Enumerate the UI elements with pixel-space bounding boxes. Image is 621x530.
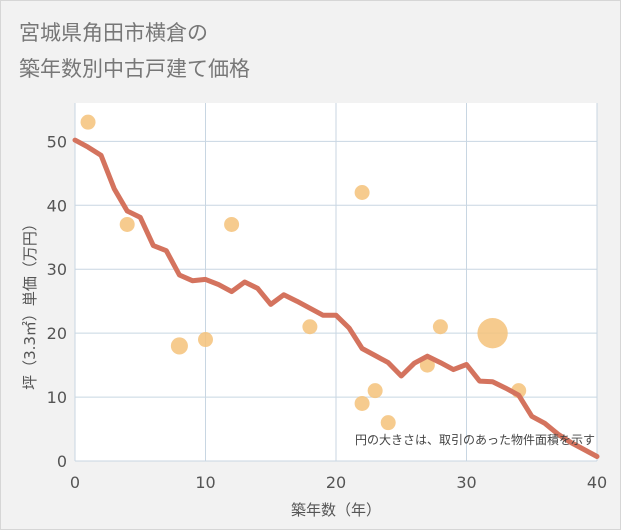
data-point-10: [419, 357, 435, 373]
x-axis-ticks: 0 10 20 30 40: [70, 473, 607, 492]
y-tick-label-5: 50: [47, 132, 67, 151]
chart-title-line-2: 築年数別中古戸建て価格: [19, 57, 250, 81]
y-axis-label: 坪（3.3㎡）単価（万円）: [21, 216, 39, 390]
data-point-8: [367, 383, 383, 399]
data-point-11: [432, 319, 448, 335]
y-tick-label-4: 40: [47, 196, 67, 215]
chart-title-line-1: 宮城県角田市横倉の: [19, 21, 208, 45]
data-point-5: [302, 319, 318, 335]
chart-title: 宮城県角田市横倉の 築年数別中古戸建て価格: [19, 15, 250, 87]
data-point-4: [224, 216, 240, 232]
y-tick-label-2: 20: [47, 324, 67, 343]
trend-line: [72, 137, 600, 459]
x-axis-label: 築年数（年）: [291, 501, 381, 519]
data-point-3: [198, 332, 213, 348]
data-point-2: [170, 337, 188, 355]
data-point-7: [354, 395, 370, 411]
x-tick-label-2: 20: [326, 473, 346, 492]
data-point-1: [119, 216, 135, 232]
x-tick-label-4: 40: [587, 473, 607, 492]
grid-lines: [74, 103, 598, 462]
y-axis-ticks: 0 10 20 30 40 50: [47, 132, 67, 471]
data-point-6: [354, 185, 370, 200]
data-point-12: [477, 317, 508, 349]
y-tick-label-1: 10: [47, 388, 67, 407]
x-tick-label-0: 0: [70, 473, 80, 492]
data-point-0: [80, 114, 96, 130]
x-tick-label-1: 10: [195, 473, 215, 492]
data-point-9: [380, 415, 396, 431]
data-points: [80, 114, 527, 431]
y-tick-label-0: 0: [57, 452, 67, 471]
x-tick-label-3: 30: [456, 473, 476, 492]
y-tick-label-3: 30: [47, 260, 67, 279]
size-note: 円の大きさは、取引のあった物件面積を示す: [355, 432, 595, 447]
